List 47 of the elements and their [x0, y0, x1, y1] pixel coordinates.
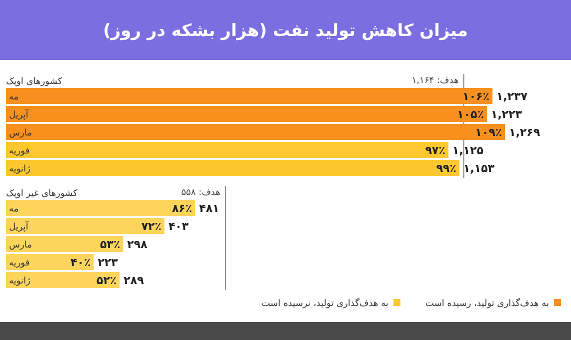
data-label: ۱,۲۶۹: [509, 126, 540, 139]
data-label: ۱,۱۵۳: [463, 162, 495, 175]
data-label: ۲۹۸: [127, 238, 148, 251]
bar: [6, 200, 196, 216]
annotation: ۸۶٪: [172, 202, 192, 215]
data-label: ۱,۱۲۵: [452, 144, 484, 157]
y-tick-label: آپریل: [9, 220, 29, 232]
data-label: ۱,۲۳۷: [496, 90, 528, 103]
ref-line-label: هدف: ۱,۱۶۴: [412, 76, 459, 86]
bar: [6, 254, 94, 270]
annotation: ۷۲٪: [141, 220, 162, 233]
bar: [6, 236, 124, 252]
annotation: ۱۰۶٪: [462, 90, 490, 103]
bar: [6, 124, 505, 140]
y-tick-label: ژانویه: [9, 164, 30, 174]
annotation: ۵۳٪: [100, 238, 120, 251]
y-tick-label: مه: [9, 204, 19, 214]
legend-label: به هدف‌گذاری تولید، نرسیده است: [262, 297, 388, 309]
annotation: ۴۰٪: [70, 256, 91, 269]
y-tick-label: فوریه: [9, 146, 30, 156]
ref-line-label: هدف: ۵۵۸: [181, 188, 221, 198]
legend-label: به هدف‌گذاری تولید، رسیده است: [425, 297, 549, 309]
bar: [6, 160, 460, 176]
annotation: ۹۹٪: [436, 162, 456, 175]
y-tick-label: مارس: [9, 128, 32, 138]
annotation: ۱۰۵٪: [457, 108, 484, 121]
data-label: ۱,۲۲۳: [490, 108, 522, 121]
data-label: ۲۲۳: [98, 256, 118, 269]
y-tick-label: آپریل: [9, 108, 29, 120]
bar: [6, 106, 487, 122]
data-label: ۴۰۳: [168, 220, 189, 233]
bar: [6, 218, 164, 234]
chart-title: میزان کاهش تولید نفت (هزار بشکه در روز): [103, 21, 468, 41]
data-label: ۴۸۱: [199, 202, 220, 215]
y-tick-label: ژانویه: [9, 276, 30, 286]
bar: [6, 272, 120, 288]
annotation: ۹۷٪: [425, 144, 446, 157]
y-tick-label: فوریه: [9, 258, 30, 268]
annotation: ۵۲٪: [96, 274, 117, 287]
y-tick-label: مارس: [9, 240, 32, 250]
data-label: ۲۸۹: [124, 274, 144, 287]
chart-subtitle: کشورهای غیر اوپک: [6, 189, 78, 199]
bar: [6, 142, 448, 158]
y-tick-label: مه: [9, 92, 19, 102]
annotation: ۱۰۹٪: [475, 126, 502, 139]
chart-subtitle: کشورهای اوپک: [6, 77, 63, 87]
bar: [6, 88, 492, 104]
